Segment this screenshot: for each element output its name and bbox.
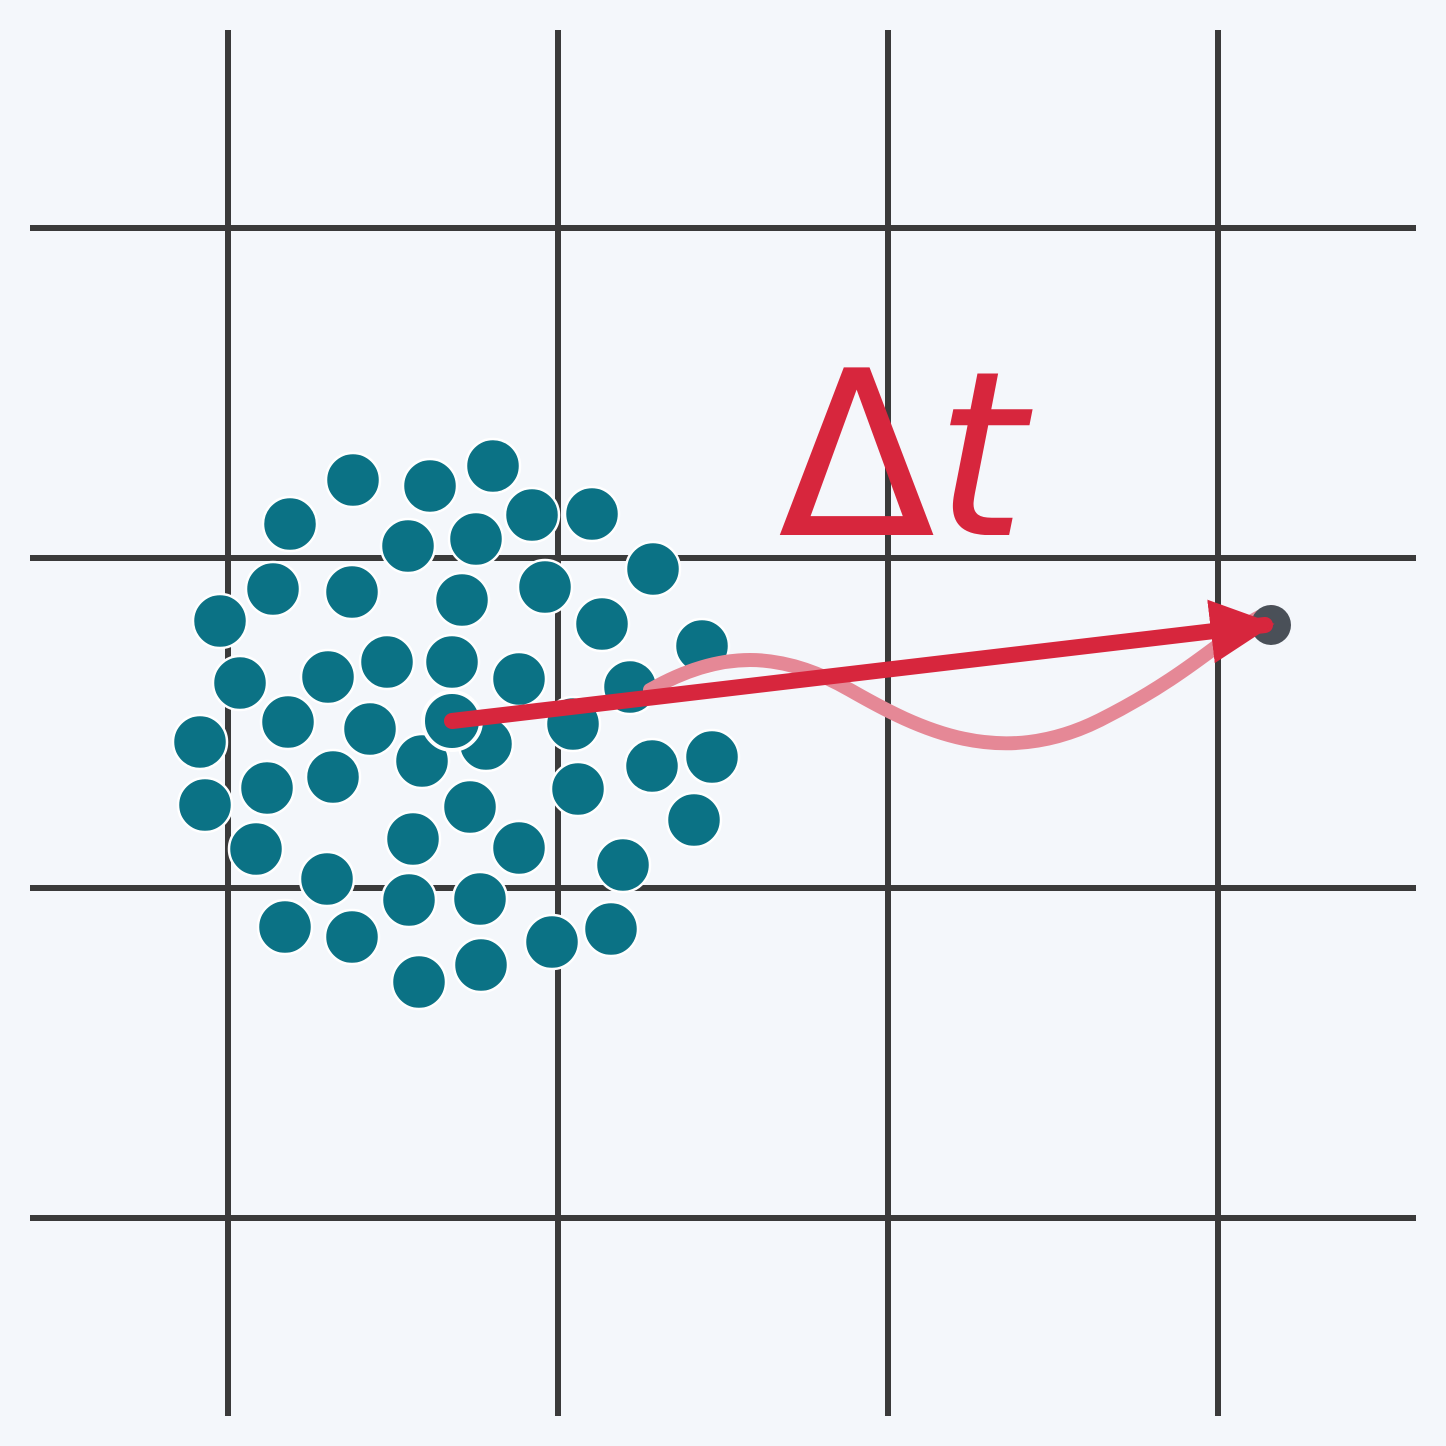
particle-cluster [171, 437, 741, 1011]
particle [594, 836, 652, 894]
particle [393, 732, 451, 790]
particle [358, 633, 416, 691]
particle [516, 558, 574, 616]
particle [211, 654, 269, 712]
grid [30, 30, 1416, 1416]
particle [191, 592, 249, 650]
particle [324, 451, 382, 509]
particle [503, 486, 561, 544]
particle [384, 810, 442, 868]
particle [238, 759, 296, 817]
particle [259, 693, 317, 751]
particle [304, 748, 362, 806]
particle [452, 936, 510, 994]
particle [380, 871, 438, 929]
particle [490, 819, 548, 877]
particle [441, 778, 499, 836]
particle [261, 495, 319, 553]
particle [447, 510, 505, 568]
particle [464, 437, 522, 495]
delta-t-label: Δt [778, 323, 1033, 590]
particle [665, 791, 723, 849]
particle [176, 776, 234, 834]
particle [227, 820, 285, 878]
particle [573, 595, 631, 653]
particle [244, 560, 302, 618]
particle [256, 898, 314, 956]
particle [298, 850, 356, 908]
delta-symbol: Δ [778, 323, 935, 590]
particle [490, 650, 548, 708]
particle [323, 563, 381, 621]
particle [523, 913, 581, 971]
particle [623, 737, 681, 795]
particle [171, 713, 229, 771]
particle [423, 633, 481, 691]
time-symbol: t [935, 323, 1033, 590]
particle [433, 571, 491, 629]
particle [379, 517, 437, 575]
particle [341, 700, 399, 758]
particle [323, 908, 381, 966]
particle [582, 900, 640, 958]
particle [563, 485, 621, 543]
particle [451, 870, 509, 928]
particle [390, 953, 448, 1011]
particle [549, 760, 607, 818]
particle [401, 457, 459, 515]
particle [299, 648, 357, 706]
particle [624, 540, 682, 598]
particle [683, 728, 741, 786]
displacement-arrow [444, 599, 1275, 729]
